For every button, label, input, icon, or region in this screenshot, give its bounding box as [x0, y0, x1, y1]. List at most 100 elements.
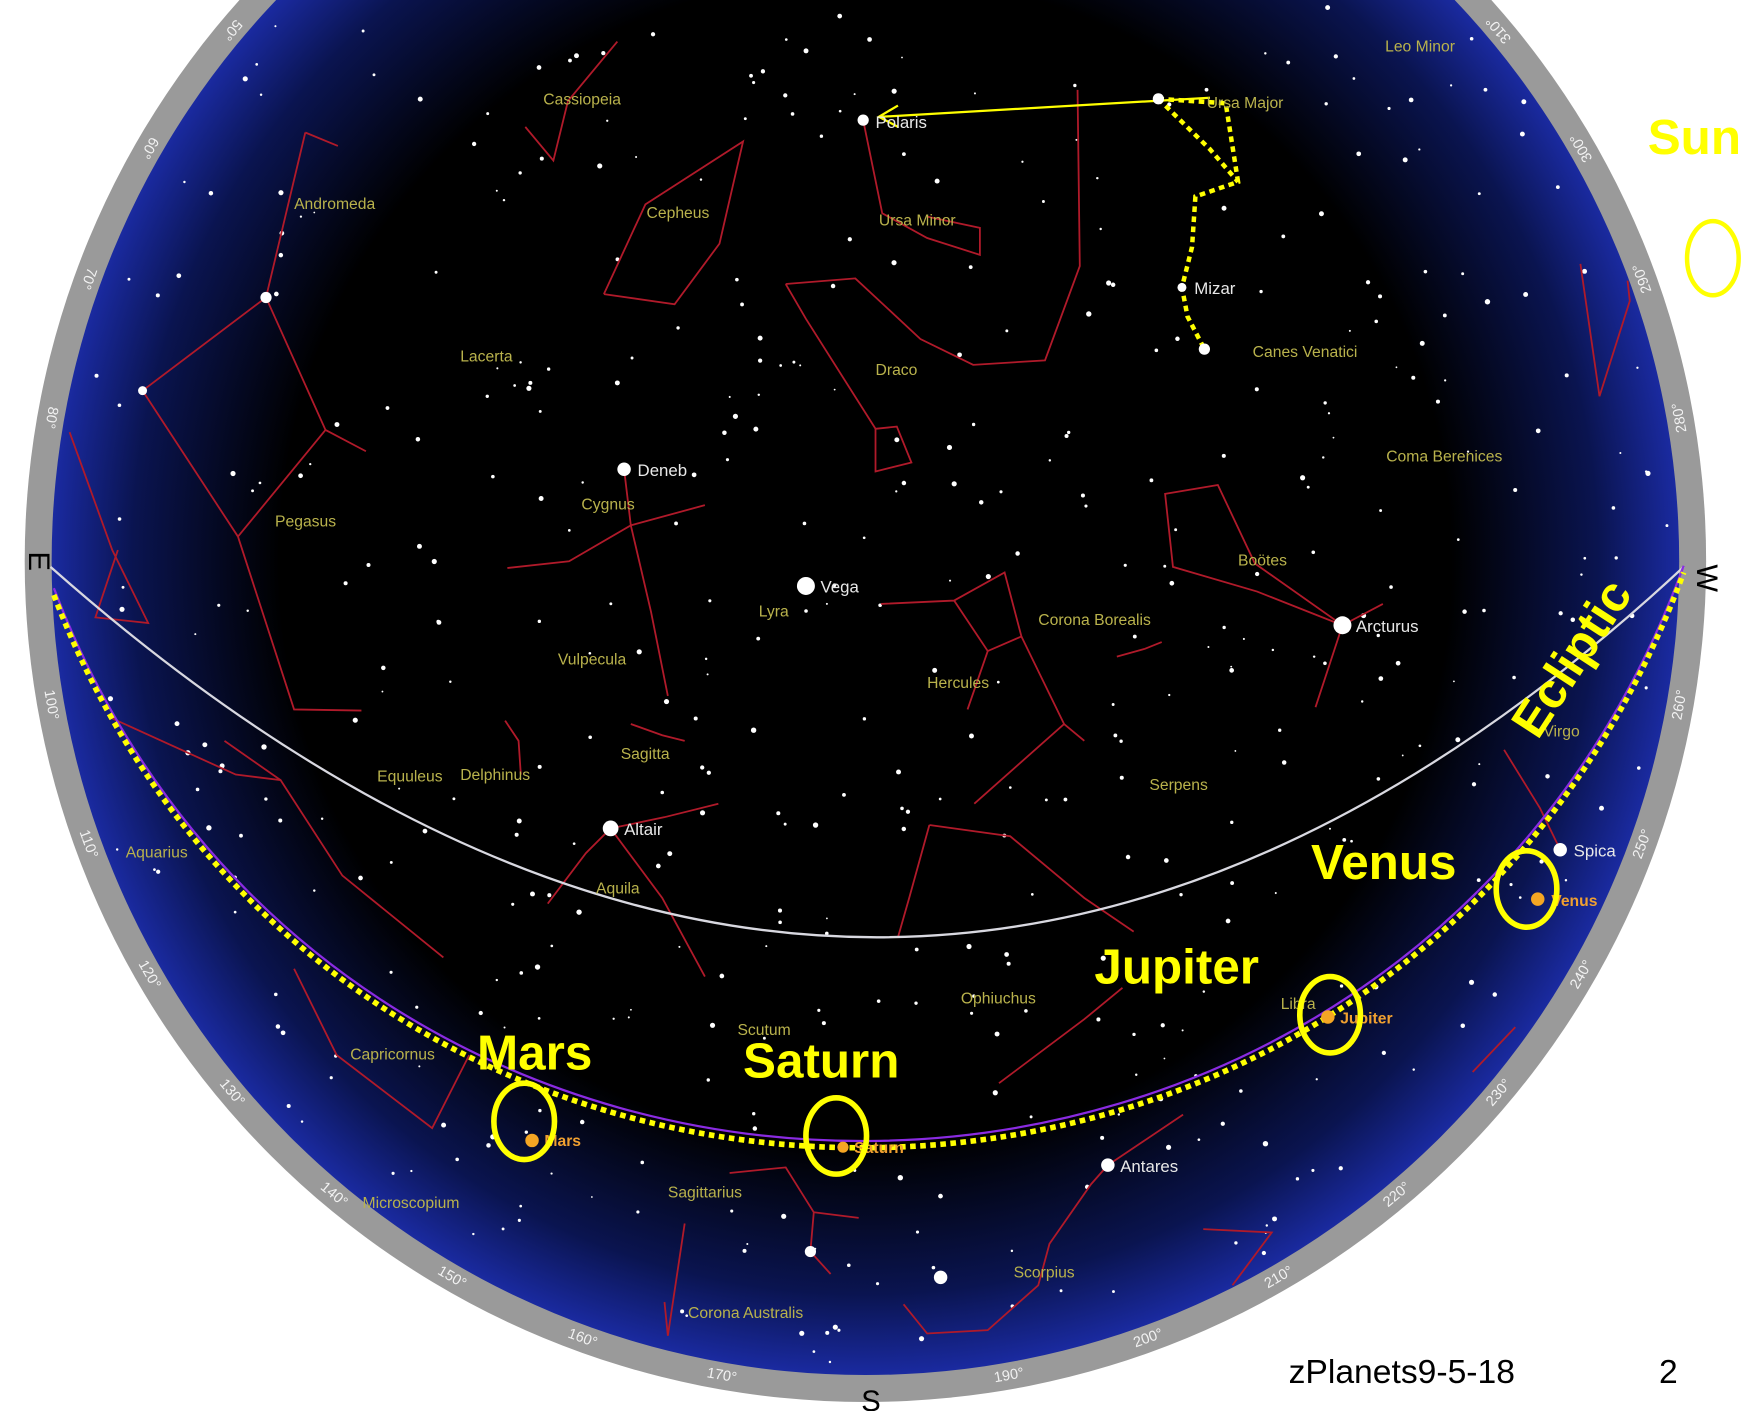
star [195, 787, 200, 792]
star [776, 811, 781, 816]
star [667, 851, 673, 857]
star [1181, 1029, 1184, 1032]
star-label: Altair [624, 820, 663, 839]
star [519, 971, 524, 975]
jupiter-annotation: Jupiter [1094, 939, 1259, 994]
star [931, 1265, 936, 1270]
star [389, 970, 393, 974]
star [1220, 1121, 1225, 1126]
star [678, 945, 681, 948]
star [778, 920, 782, 925]
star [436, 620, 442, 625]
star [486, 1143, 491, 1148]
star [1546, 717, 1552, 723]
star [259, 93, 263, 97]
star [1059, 1289, 1063, 1293]
star [381, 665, 386, 671]
star [994, 1031, 1000, 1037]
star [526, 385, 532, 391]
star [706, 770, 711, 775]
star [1378, 294, 1383, 299]
star [581, 481, 584, 484]
star [1075, 138, 1078, 141]
star [121, 585, 125, 589]
star [418, 1065, 421, 1068]
star [1476, 878, 1481, 883]
constellation-lines [68, 40, 1631, 1336]
star [119, 606, 125, 612]
star [722, 430, 727, 435]
star [901, 480, 907, 486]
star [914, 947, 919, 952]
constellation-label: Scorpius [1014, 1264, 1075, 1281]
star [894, 437, 900, 443]
star [1387, 106, 1391, 111]
star [1352, 77, 1356, 80]
star [313, 889, 316, 892]
star [615, 257, 620, 262]
star [495, 189, 498, 192]
sun-circle [1684, 218, 1741, 298]
saturn-circle [803, 1094, 870, 1177]
star [1619, 451, 1622, 454]
constellation-label: Serpens [1149, 777, 1208, 794]
star [361, 29, 365, 33]
star [1318, 211, 1324, 217]
footer-source: zPlanets9-5-18 [1289, 1354, 1515, 1391]
star [833, 388, 836, 391]
star [1555, 185, 1560, 190]
star [1315, 1078, 1318, 1081]
star [753, 426, 759, 432]
star [699, 178, 703, 181]
star [309, 463, 312, 466]
star [1311, 550, 1316, 555]
star [538, 409, 542, 413]
star [900, 806, 904, 811]
star [1099, 227, 1102, 231]
star [536, 65, 542, 70]
star [837, 1328, 841, 1332]
constellation-label: Scutum [737, 1022, 790, 1039]
star [832, 583, 837, 588]
star [612, 1017, 615, 1020]
star [495, 978, 499, 982]
star [743, 117, 747, 121]
star [970, 1011, 974, 1015]
star [1044, 798, 1048, 802]
star [685, 1314, 689, 1318]
star [503, 1026, 506, 1029]
star [334, 422, 340, 428]
star [838, 109, 842, 113]
star [1300, 475, 1306, 481]
star [663, 698, 670, 705]
star [391, 1171, 395, 1175]
azimuth-label: 170° [706, 1365, 738, 1386]
star [968, 265, 973, 270]
star [901, 826, 907, 832]
star [398, 787, 401, 790]
star [757, 335, 763, 341]
star [1477, 192, 1481, 196]
star-dot [1177, 282, 1187, 292]
star [1015, 551, 1020, 556]
star [691, 472, 697, 478]
star [1523, 291, 1529, 297]
star [985, 573, 991, 580]
star [389, 860, 393, 864]
star [574, 53, 579, 59]
star [422, 828, 428, 834]
star [496, 367, 499, 370]
constellation-label: Capricornus [350, 1047, 435, 1064]
star [273, 992, 278, 997]
constellation-label: Sagitta [621, 746, 670, 763]
star-label: Polaris [876, 113, 927, 132]
mars-annotation: Mars [477, 1026, 592, 1081]
star [709, 1022, 716, 1028]
star [901, 56, 903, 59]
star [538, 1108, 542, 1113]
star [472, 1232, 475, 1236]
star-field [94, 5, 1669, 1364]
star [1111, 703, 1115, 706]
star [674, 521, 678, 526]
star [1378, 676, 1384, 681]
